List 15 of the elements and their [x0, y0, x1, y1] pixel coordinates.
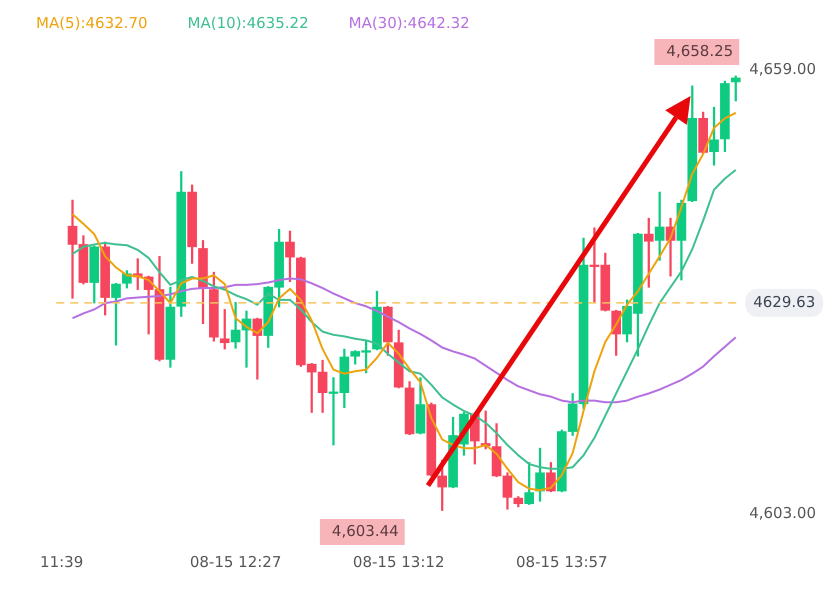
text: MA(5):4632.70: [36, 14, 148, 32]
ref-line-label: 4629.63: [753, 292, 816, 311]
text: 4,658.25: [666, 42, 734, 60]
x-tick-label: 08-15 13:57: [516, 552, 608, 571]
candlestick: [730, 76, 741, 102]
text: MA(30):4642.32: [348, 14, 470, 32]
y-tick-label: 4,659.00: [749, 60, 816, 78]
text: 4,603.44: [332, 522, 399, 540]
x-tick-label: 08-15 13:12: [352, 552, 445, 571]
x-tick-label: 08-15 12:27: [190, 552, 282, 571]
candlestick: [644, 218, 654, 288]
x-tick-label: 11:39: [40, 552, 84, 571]
candlestick: [220, 309, 230, 350]
text: MA(10):4635.22: [188, 14, 309, 32]
y-tick-label: 4,603.00: [749, 504, 816, 522]
